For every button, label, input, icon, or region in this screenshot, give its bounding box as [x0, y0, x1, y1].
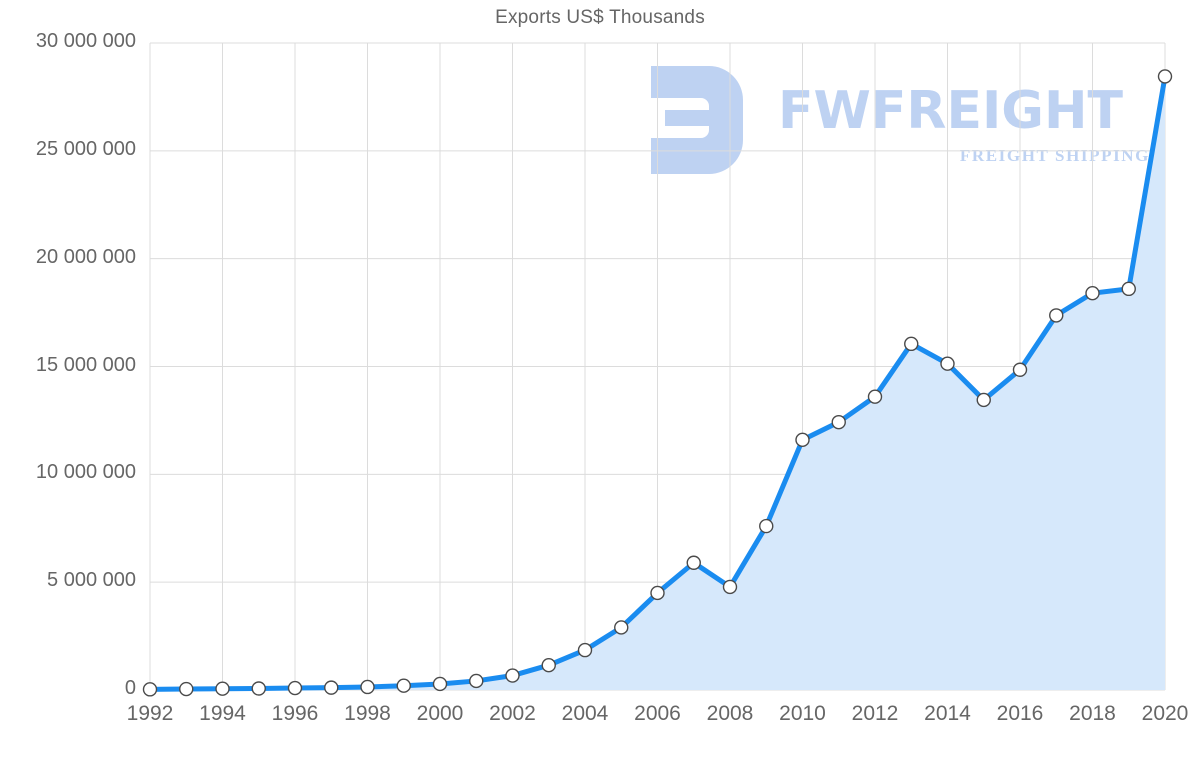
data-point-markers [142, 69, 1173, 697]
chart-title: Exports US$ Thousands [495, 7, 705, 28]
data-point-marker[interactable] [1157, 69, 1173, 84]
data-point-marker[interactable] [360, 679, 375, 695]
data-point-marker[interactable] [396, 678, 411, 693]
data-point-marker[interactable] [577, 642, 593, 658]
y-axis-tick-label: 20 000 000 [35, 245, 136, 268]
data-point-marker[interactable] [795, 432, 810, 448]
y-axis-tick-label: 10 000 000 [35, 461, 136, 484]
x-axis-tick-label: 2018 [1069, 702, 1116, 725]
area-fill [150, 76, 1165, 691]
data-point-marker[interactable] [976, 392, 991, 408]
x-axis-tick-label: 2010 [779, 702, 826, 725]
x-axis-tick-label: 2000 [416, 702, 464, 725]
x-axis-tick-label: 2002 [489, 702, 536, 725]
x-axis-tick-label: 1996 [271, 702, 319, 725]
x-axis-tick-label: 2016 [996, 702, 1044, 725]
data-point-marker[interactable] [324, 680, 339, 695]
y-axis-tick-label: 15 000 000 [35, 353, 136, 376]
x-axis-tick-label: 2004 [561, 702, 609, 725]
x-axis-tick-label: 1994 [199, 702, 246, 725]
data-point-marker[interactable] [1085, 285, 1100, 301]
data-point-marker[interactable] [215, 681, 230, 696]
data-point-marker[interactable] [142, 682, 158, 697]
x-axis-tick-label: 2020 [1141, 702, 1189, 725]
data-point-marker[interactable] [686, 555, 701, 570]
y-axis-tick-label: 5 000 000 [47, 569, 136, 592]
x-axis-tick-label: 1992 [126, 702, 174, 725]
y-axis-tick-label: 30 000 000 [35, 30, 136, 52]
x-axis-tick-label: 2014 [924, 702, 971, 725]
x-axis-tick-label: 2008 [706, 702, 754, 725]
x-axis-tick-label: 2012 [851, 702, 899, 725]
data-point-marker[interactable] [432, 676, 448, 692]
data-point-marker[interactable] [831, 414, 846, 430]
data-point-marker[interactable] [469, 673, 484, 689]
data-point-marker[interactable] [759, 518, 774, 534]
data-point-marker[interactable] [940, 356, 955, 371]
y-axis-tick-label: 25 000 000 [35, 137, 136, 160]
x-axis-tick-label: 2006 [634, 702, 681, 725]
x-axis-tick-label: 1998 [344, 702, 391, 725]
data-point-marker[interactable] [1049, 308, 1064, 323]
data-point-marker[interactable] [505, 668, 520, 683]
data-point-marker[interactable] [614, 620, 629, 635]
data-point-marker[interactable] [722, 579, 738, 595]
data-point-marker[interactable] [1012, 362, 1028, 377]
data-point-marker[interactable] [287, 680, 303, 696]
y-axis-tick-label: 0 [124, 677, 136, 699]
data-point-marker[interactable] [1121, 281, 1136, 297]
data-point-marker[interactable] [650, 585, 665, 601]
data-point-marker[interactable] [179, 681, 194, 697]
data-point-marker[interactable] [541, 658, 556, 673]
data-point-marker[interactable] [867, 389, 883, 404]
data-point-marker[interactable] [904, 336, 919, 352]
data-point-marker[interactable] [251, 681, 266, 696]
